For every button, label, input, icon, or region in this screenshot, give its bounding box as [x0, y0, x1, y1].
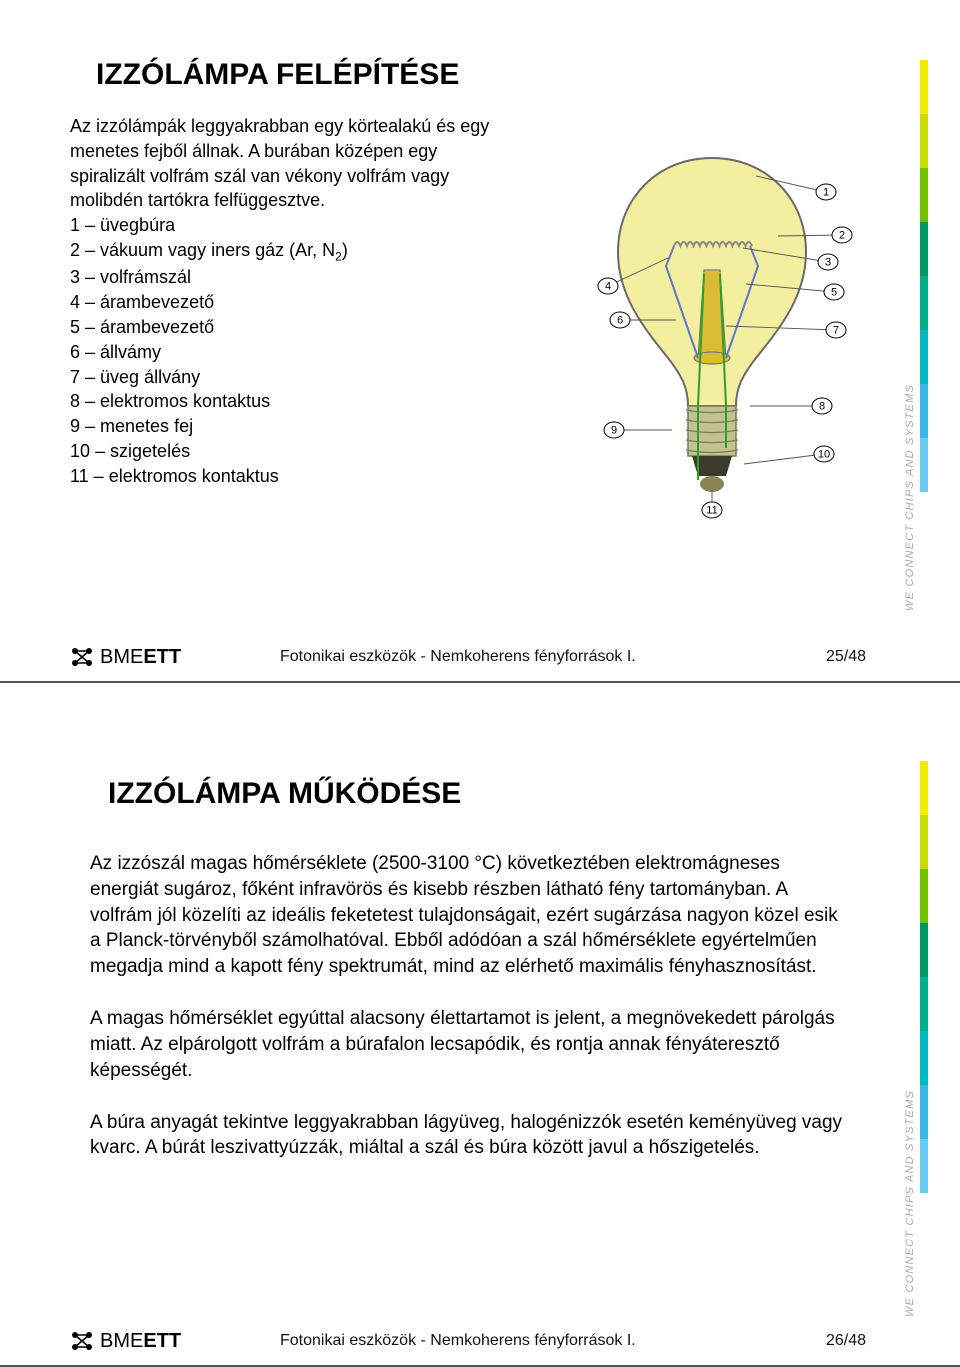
parts-list-item: 5 – árambevezető — [70, 315, 490, 340]
svg-text:3: 3 — [825, 257, 831, 269]
stripe — [920, 168, 928, 222]
slide-title: IZZÓLÁMPA MŰKÖDÉSE — [108, 777, 461, 811]
parts-list-item: 4 – árambevezető — [70, 290, 490, 315]
logo-text-2: ETT — [143, 646, 181, 669]
logo-icon — [70, 1330, 94, 1352]
svg-text:2: 2 — [839, 230, 845, 242]
slide2-body: Az izzószál magas hőmérséklete (2500-310… — [90, 851, 850, 1187]
parts-list-item: 10 – szigetelés — [70, 439, 490, 464]
svg-text:11: 11 — [706, 505, 717, 517]
page-number: 26/48 — [826, 1332, 866, 1350]
stripe — [920, 384, 928, 438]
stripe — [920, 815, 928, 869]
paragraph-1: Az izzószál magas hőmérséklete (2500-310… — [90, 851, 850, 980]
stripe — [920, 977, 928, 1031]
parts-list-item: 7 – üveg állvány — [70, 365, 490, 390]
tagline: WE CONNECT CHIPS AND SYSTEMS — [904, 384, 916, 611]
stripe — [920, 869, 928, 923]
slide1-body: Az izzólámpák leggyakrabban egy körteala… — [70, 114, 490, 489]
logo: BMEETT — [70, 1330, 181, 1353]
parts-list-item: 2 – vákuum vagy iners gáz (Ar, N2) — [70, 238, 490, 265]
stripe — [920, 923, 928, 977]
parts-list-item: 3 – volfrámszál — [70, 265, 490, 290]
stripe — [920, 222, 928, 276]
logo-text-1: BME — [100, 646, 143, 669]
intro-text: Az izzólámpák leggyakrabban egy körteala… — [70, 114, 490, 213]
svg-text:9: 9 — [611, 425, 617, 437]
parts-list-item: 8 – elektromos kontaktus — [70, 389, 490, 414]
svg-text:8: 8 — [819, 401, 825, 413]
svg-text:4: 4 — [605, 281, 611, 293]
stripe — [920, 60, 928, 114]
slide-2: IZZÓLÁMPA MŰKÖDÉSE Az izzószál magas hőm… — [0, 683, 960, 1367]
course-title: Fotonikai eszközök - Nemkoherens fényfor… — [280, 648, 636, 666]
svg-text:7: 7 — [833, 325, 839, 337]
page-number: 25/48 — [826, 648, 866, 666]
logo-icon — [70, 646, 94, 668]
svg-text:1: 1 — [823, 187, 829, 199]
stripe — [920, 330, 928, 384]
svg-text:5: 5 — [831, 287, 837, 299]
slide-1: IZZÓLÁMPA FELÉPÍTÉSE Az izzólámpák leggy… — [0, 0, 960, 683]
paragraph-2: A magas hőmérséklet egyúttal alacsony él… — [90, 1006, 850, 1083]
parts-list-item: 6 – állvámy — [70, 340, 490, 365]
stripe — [920, 438, 928, 492]
bulb-diagram: 1 2 3 4 5 6 7 8 9 10 11 — [548, 128, 888, 568]
parts-list: 1 – üvegbúra2 – vákuum vagy iners gáz (A… — [70, 213, 490, 488]
parts-list-item: 1 – üvegbúra — [70, 213, 490, 238]
stripe — [920, 1139, 928, 1193]
tagline: WE CONNECT CHIPS AND SYSTEMS — [904, 1090, 916, 1317]
stripe — [920, 1031, 928, 1085]
stripe — [920, 114, 928, 168]
color-stripes — [920, 761, 928, 1321]
course-title: Fotonikai eszközök - Nemkoherens fényfor… — [280, 1332, 636, 1350]
stripe — [920, 1085, 928, 1139]
logo-text-1: BME — [100, 1330, 143, 1353]
svg-text:10: 10 — [818, 449, 830, 461]
parts-list-item: 11 – elektromos kontaktus — [70, 464, 490, 489]
color-stripes — [920, 60, 928, 580]
paragraph-3: A búra anyagát tekintve leggyakrabban lá… — [90, 1110, 850, 1162]
stripe — [920, 761, 928, 815]
stripe — [920, 276, 928, 330]
logo-text-2: ETT — [143, 1330, 181, 1353]
svg-text:6: 6 — [617, 315, 623, 327]
logo: BMEETT — [70, 646, 181, 669]
parts-list-item: 9 – menetes fej — [70, 414, 490, 439]
slide-title: IZZÓLÁMPA FELÉPÍTÉSE — [96, 58, 459, 92]
